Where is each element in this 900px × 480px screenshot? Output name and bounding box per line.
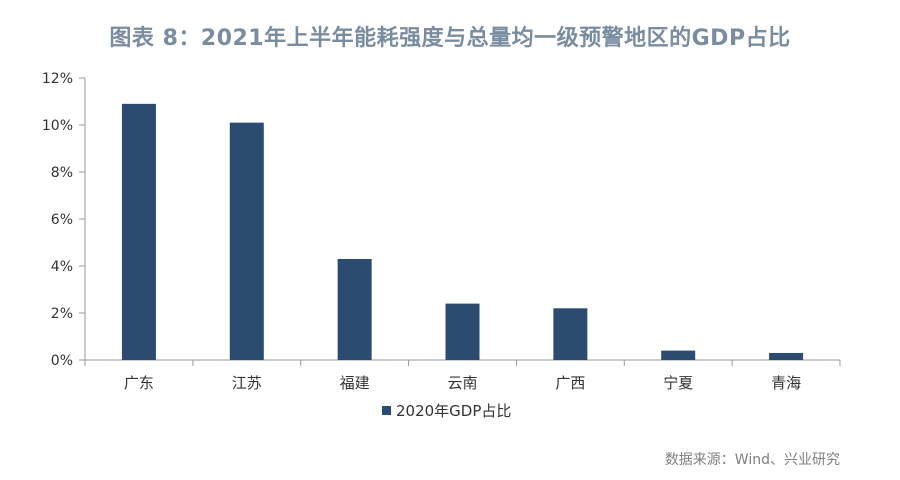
x-axis	[84, 359, 841, 366]
y-tick-label: 10%	[42, 118, 73, 134]
y-tick-label: 8%	[51, 165, 73, 181]
y-tick-label: 12%	[42, 71, 73, 87]
source-note: 数据来源：Wind、兴业研究	[664, 452, 840, 468]
y-tick-label: 6%	[51, 212, 73, 228]
legend: 2020年GDP占比	[382, 402, 511, 420]
category-labels: 广东 江苏 福建 云南 广西 宁夏 青海	[124, 374, 801, 392]
y-tick-label: 2%	[51, 306, 73, 322]
bar-福建	[337, 258, 372, 360]
bar-云南	[445, 303, 480, 360]
bars	[121, 103, 804, 361]
bar-广东	[121, 103, 156, 360]
x-tick-label: 福建	[340, 374, 370, 392]
bar-广西	[553, 308, 588, 360]
legend-label: 2020年GDP占比	[396, 402, 511, 420]
bar-江苏	[229, 122, 264, 361]
bar-青海	[769, 352, 804, 360]
x-tick-label: 江苏	[232, 374, 262, 392]
x-tick-label: 广西	[555, 374, 585, 392]
legend-swatch	[382, 406, 391, 415]
bar-宁夏	[661, 350, 696, 360]
y-tick-label: 0%	[51, 353, 73, 369]
x-tick-label: 宁夏	[663, 374, 693, 392]
chart-title: 图表 8：2021年上半年能耗强度与总量均一级预警地区的GDP占比	[109, 26, 791, 51]
x-tick-label: 广东	[124, 374, 154, 392]
x-tick-label: 青海	[771, 374, 801, 392]
y-axis: 0% 2% 4% 6% 8% 10% 12%	[42, 71, 86, 369]
y-tick-label: 4%	[51, 259, 73, 275]
x-tick-label: 云南	[447, 374, 477, 392]
